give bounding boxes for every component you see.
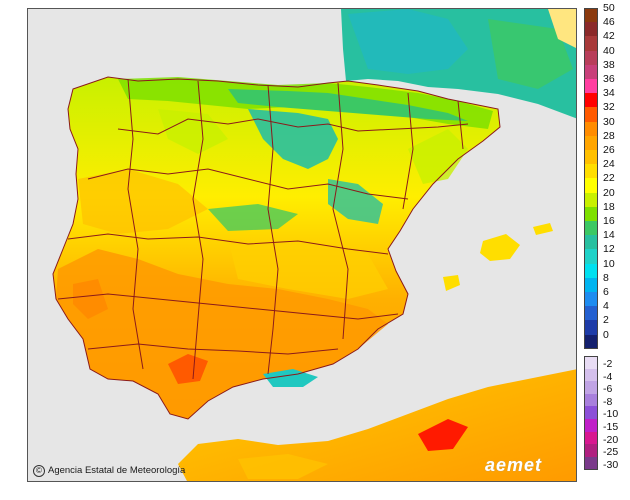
legend-swatch xyxy=(584,249,598,264)
legend-label: 22 xyxy=(603,172,615,185)
map-canvas xyxy=(28,9,576,481)
legend-swatch xyxy=(584,150,598,165)
color-legend: 50 46 42 40 38 36 34 32 30 28 26 24 22 20 18 16 14 12 10 8 6… xyxy=(584,2,624,488)
menorca xyxy=(533,223,553,235)
legend-swatch xyxy=(584,121,598,136)
legend-swatch xyxy=(584,393,598,407)
legend-swatch xyxy=(584,368,598,382)
legend-label: -20 xyxy=(603,433,619,446)
legend-swatch xyxy=(584,381,598,394)
legend-label: 40 xyxy=(603,44,615,57)
legend-label: -4 xyxy=(603,370,613,383)
ibiza xyxy=(443,275,460,291)
legend-label: 20 xyxy=(603,186,615,199)
legend-frame-negative xyxy=(584,356,598,470)
legend-label: 18 xyxy=(603,200,615,213)
aemet-logo: aemet xyxy=(485,455,543,475)
legend-label: -8 xyxy=(603,395,613,408)
legend-label: 34 xyxy=(603,87,615,100)
legend-label: 2 xyxy=(603,314,609,327)
legend-label: 42 xyxy=(603,30,615,43)
legend-swatch xyxy=(584,320,598,335)
legend-swatch xyxy=(584,263,598,278)
legend-swatch xyxy=(584,22,598,37)
legend-label: -15 xyxy=(603,421,619,433)
credit-text: © Agencia Estatal de Meteorología xyxy=(33,465,185,477)
legend-swatch xyxy=(584,292,598,307)
legend-swatch xyxy=(584,135,598,150)
legend-label: 4 xyxy=(603,300,609,313)
legend-label: 36 xyxy=(603,73,615,85)
legend-swatch xyxy=(584,456,598,470)
legend-swatch xyxy=(584,444,598,457)
legend-label: 46 xyxy=(603,16,615,29)
mallorca xyxy=(480,234,520,261)
legend-label: 24 xyxy=(603,158,615,171)
legend-swatch xyxy=(584,221,598,236)
legend-swatch xyxy=(584,178,598,193)
legend-label: 38 xyxy=(603,58,615,71)
legend-swatch xyxy=(584,406,598,419)
legend-label: -30 xyxy=(603,458,619,471)
legend-label: 14 xyxy=(603,229,615,242)
legend-swatch xyxy=(584,79,598,94)
legend-swatch xyxy=(584,419,598,432)
legend-swatch xyxy=(584,235,598,250)
legend-label: 26 xyxy=(603,144,615,156)
legend-swatch xyxy=(584,431,598,445)
legend-swatch xyxy=(584,306,598,321)
legend-swatch xyxy=(584,192,598,207)
north-africa xyxy=(178,369,576,481)
credit-label: Agencia Estatal de Meteorología xyxy=(48,465,186,476)
legend-swatch xyxy=(584,277,598,292)
province-borders xyxy=(52,76,501,420)
legend-label: 50 xyxy=(603,2,615,14)
legend-frame xyxy=(584,8,598,349)
legend-label: 32 xyxy=(603,101,615,114)
temperature-map xyxy=(27,8,577,482)
legend-label: 8 xyxy=(603,271,609,284)
legend-label: -10 xyxy=(603,408,619,421)
legend-label: 28 xyxy=(603,129,615,142)
legend-label: -6 xyxy=(603,383,613,396)
legend-swatch xyxy=(584,8,598,23)
legend-label: -25 xyxy=(603,446,619,459)
legend-label: 10 xyxy=(603,257,615,270)
legend-swatch xyxy=(584,64,598,79)
legend-label: 12 xyxy=(603,243,615,256)
legend-label: 6 xyxy=(603,286,609,298)
copyright-icon: © xyxy=(33,465,45,477)
legend-swatch xyxy=(584,50,598,65)
legend-label: 30 xyxy=(603,115,615,128)
legend-swatch xyxy=(584,356,598,369)
legend-swatch xyxy=(584,36,598,51)
legend-swatch xyxy=(584,206,598,221)
legend-swatch xyxy=(584,93,598,108)
legend-label: -2 xyxy=(603,358,613,370)
legend-swatch xyxy=(584,334,598,349)
legend-label: 0 xyxy=(603,328,609,341)
legend-label: 16 xyxy=(603,215,615,227)
legend-swatch xyxy=(584,107,598,122)
legend-swatch xyxy=(584,164,598,179)
